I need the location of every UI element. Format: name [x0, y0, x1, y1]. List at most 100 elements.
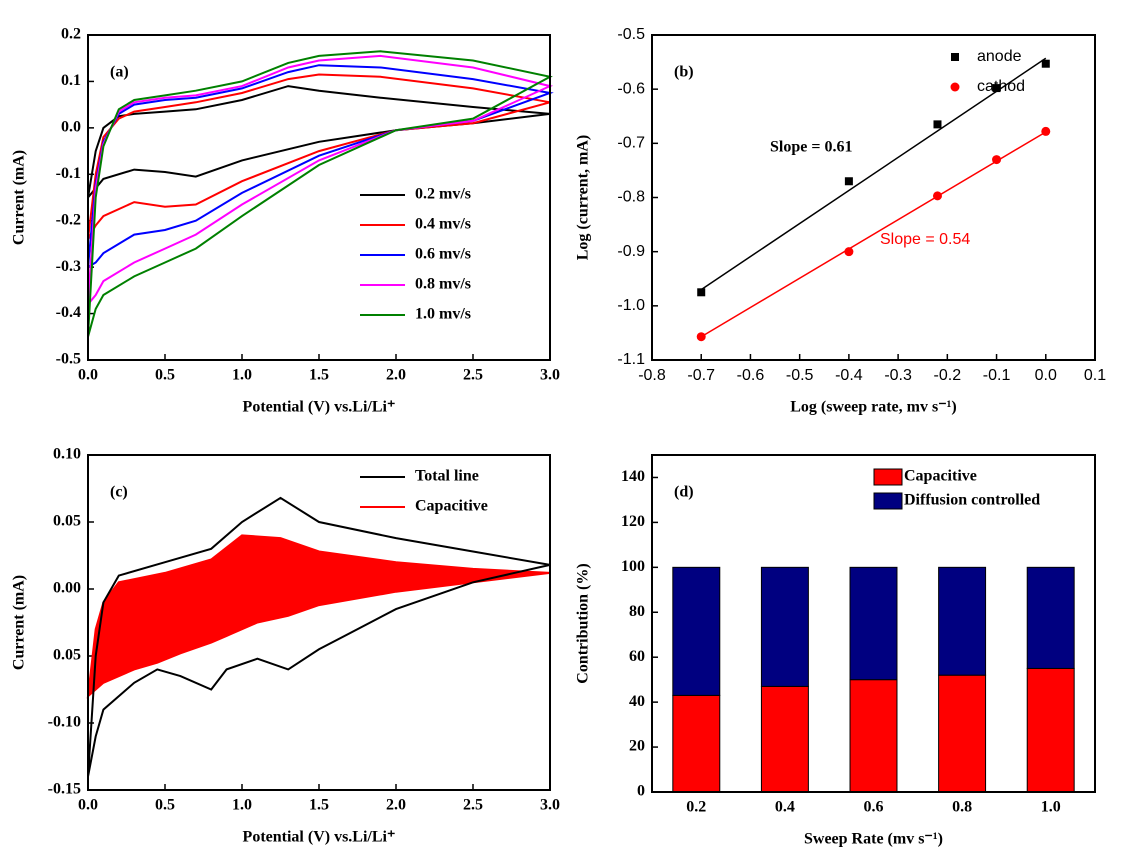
x-tick-label: 2.0 [386, 367, 406, 384]
plot-frame [87, 454, 551, 791]
bar-segment [849, 679, 898, 793]
plot-frame [651, 454, 1096, 793]
y-tick-label: -0.2 [56, 211, 81, 228]
x-axis-label: Potential (V) vs.Li/Li⁺ [243, 399, 396, 416]
y-tick-label: 60 [629, 648, 645, 665]
x-axis-label: Sweep Rate (mv s⁻¹) [804, 831, 943, 848]
legend-label: cathod [977, 78, 1025, 95]
y-axis-label: Contribution (%) [575, 563, 592, 683]
y-tick-label: 0.00 [53, 580, 81, 597]
x-tick-label: 0.5 [155, 367, 175, 384]
x-tick-label: 1.0 [232, 797, 252, 814]
y-axis-label: Log (current, mA) [575, 135, 592, 260]
bar-segment [672, 694, 721, 793]
legend-swatch [950, 82, 960, 92]
point [844, 177, 853, 186]
legend-label: Capacitive [904, 468, 977, 485]
area [86, 534, 551, 699]
x-tick-label: 1.5 [309, 367, 329, 384]
panel-label: (d) [674, 484, 694, 501]
bar-segment [1026, 566, 1075, 669]
x-tick-label: 0.0 [78, 797, 98, 814]
y-tick-label: -1.1 [617, 351, 645, 368]
legend-label: Capacitive [415, 498, 488, 515]
bar-segment [1026, 667, 1075, 793]
line [87, 50, 553, 338]
y-tick-label: 0.0 [61, 119, 81, 136]
y-axis-label: Current (mA) [11, 150, 28, 245]
bar-segment [849, 566, 898, 681]
line [87, 73, 551, 240]
plot-frame [651, 34, 1096, 361]
y-tick-label: 20 [629, 738, 645, 755]
y-tick-label: -1.0 [617, 297, 645, 314]
x-tick-label: -0.8 [638, 367, 666, 384]
x-axis-label: Log (sweep rate, mv s⁻¹) [790, 399, 957, 416]
panel: -0.5 -0.4 -0.3 -0.2 -0.1 0.0 0.1 0.2 0.0 0.5 1.0 1.… [56, 26, 560, 384]
x-tick-label: 3.0 [540, 367, 560, 384]
panel-label: (c) [110, 484, 128, 501]
line [87, 85, 551, 199]
x-tick-label: 0.0 [1035, 367, 1057, 384]
y-tick-label: 100 [621, 558, 645, 575]
x-tick-label: 0.8 [952, 799, 972, 816]
line [87, 496, 551, 777]
plot-frame [87, 34, 551, 361]
bar-segment [672, 566, 721, 696]
panel: -0.15 -0.10 0.05 0.00 0.05 0.10 0.0 0.5 1.0 1.5 2.… [48, 446, 560, 814]
point [992, 155, 1002, 165]
x-tick-label: 1.5 [309, 797, 329, 814]
x-tick-label: -0.3 [884, 367, 912, 384]
x-tick-label: 0.2 [686, 799, 706, 816]
x-tick-label: -0.6 [737, 367, 765, 384]
point [933, 120, 942, 129]
x-tick-label: -0.5 [786, 367, 814, 384]
y-tick-label: 80 [629, 603, 645, 620]
y-tick-label: -0.5 [56, 351, 81, 368]
x-axis-label: Potential (V) vs.Li/Li⁺ [243, 829, 396, 846]
legend-label: 0.2 mv/s [415, 186, 471, 203]
panel-label: (a) [110, 64, 129, 81]
panel: -1.1 -1.0 -0.9 -0.8 -0.7 -0.6 -0.5 -0.8 -0.7 -0.6… [617, 26, 1106, 384]
x-tick-label: 0.0 [78, 367, 98, 384]
y-tick-label: -0.10 [48, 714, 81, 731]
point [992, 84, 1001, 93]
fit-line [700, 131, 1047, 338]
y-tick-label: 120 [621, 513, 645, 530]
y-tick-label: 0 [637, 783, 645, 800]
point [1041, 59, 1050, 68]
legend-label: Total line [415, 468, 479, 485]
bar-segment [760, 685, 809, 793]
x-tick-label: 3.0 [540, 797, 560, 814]
y-tick-label: -0.3 [56, 258, 81, 275]
point [1041, 126, 1051, 136]
y-tick-label: 40 [629, 693, 645, 710]
y-tick-label: 0.1 [61, 72, 81, 89]
y-tick-label: -0.15 [48, 781, 81, 798]
legend-swatch [873, 492, 903, 510]
bar-segment [938, 674, 987, 793]
y-tick-label: -0.8 [617, 189, 645, 206]
annotation: Slope = 0.61 [770, 139, 852, 156]
point [697, 288, 706, 297]
panel-label: (b) [674, 64, 694, 81]
y-tick-label: 0.05 [53, 647, 81, 664]
x-tick-label: 1.0 [232, 367, 252, 384]
legend-swatch [951, 53, 959, 61]
legend-label: 0.4 mv/s [415, 216, 471, 233]
x-tick-label: 0.4 [775, 799, 795, 816]
y-tick-label: 0.10 [53, 446, 81, 463]
panel: 0 20 40 60 80 100 120 140 0.2 0.4 0.6 0.8 1.0 Capacit… [621, 454, 1096, 816]
x-tick-label: 0.1 [1084, 367, 1106, 384]
bar-segment [938, 566, 987, 676]
legend-label: 0.6 mv/s [415, 246, 471, 263]
x-tick-label: -0.7 [687, 367, 715, 384]
x-tick-label: -0.4 [835, 367, 863, 384]
x-tick-label: -0.2 [934, 367, 962, 384]
y-tick-label: -0.5 [617, 26, 645, 43]
fit-line [700, 57, 1047, 291]
y-axis-label: Current (mA) [11, 575, 28, 670]
y-tick-label: -0.9 [617, 243, 645, 260]
y-tick-label: -0.4 [56, 304, 81, 321]
